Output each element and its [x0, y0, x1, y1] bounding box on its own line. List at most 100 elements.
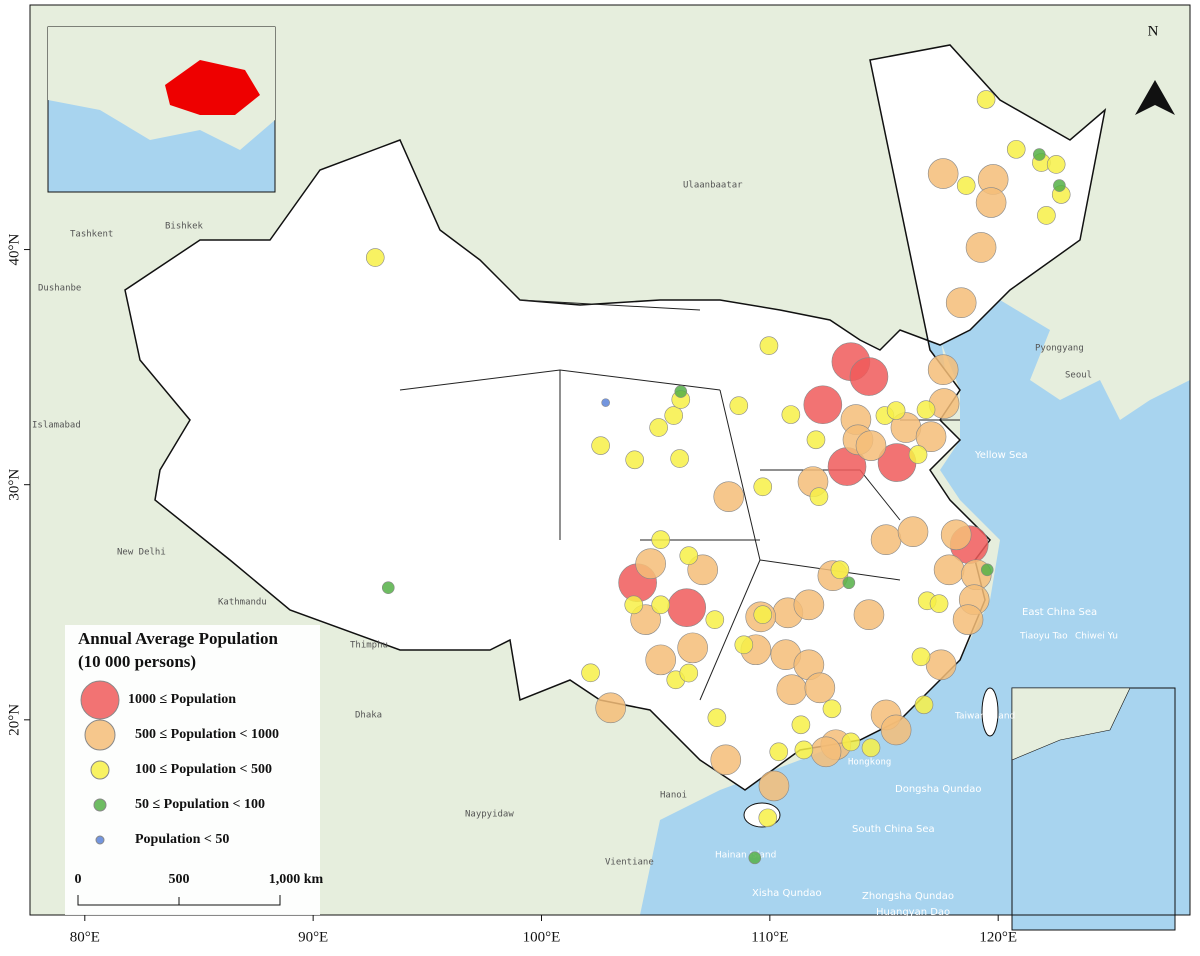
sea-label: Bo Hai — [898, 373, 931, 384]
inset-land — [48, 27, 275, 150]
place-label: Seoul — [1065, 371, 1092, 381]
x-tick-label: 90°E — [298, 929, 328, 945]
place-label: Hongkong — [848, 758, 891, 768]
place-label: Pyongyang — [1035, 344, 1084, 354]
population-point — [601, 398, 610, 407]
sea-label: Huangyan Dao — [876, 907, 950, 918]
population-point — [759, 336, 779, 356]
legend-swatch — [84, 719, 116, 751]
population-point — [855, 430, 887, 461]
legend-label: 500 ≤ Population < 1000 — [135, 727, 279, 742]
population-point — [365, 248, 385, 267]
population-point — [870, 524, 902, 556]
population-point — [1037, 206, 1056, 225]
population-point — [841, 732, 861, 752]
population-point — [886, 401, 906, 420]
y-tick-label: 20°N — [6, 704, 22, 736]
legend-swatch — [93, 798, 107, 812]
population-point — [776, 674, 808, 706]
population-point — [679, 663, 699, 683]
x-tick-label: 120°E — [979, 929, 1017, 945]
population-point — [734, 635, 754, 655]
population-point — [769, 742, 789, 762]
population-point — [929, 594, 949, 613]
scale-label: 500 — [169, 872, 190, 887]
population-point — [624, 595, 644, 615]
population-point — [965, 232, 997, 263]
population-point — [861, 738, 881, 758]
population-point — [667, 588, 707, 627]
place-label: Islamabad — [32, 421, 81, 431]
population-point — [670, 449, 689, 468]
x-tick-label: 80°E — [70, 929, 100, 945]
population-point — [729, 396, 749, 415]
legend-subtitle: (10 000 persons) — [78, 652, 196, 671]
place-label: Bishkek — [165, 222, 204, 232]
population-point — [914, 695, 934, 715]
population-point — [976, 90, 996, 109]
population-point — [794, 740, 814, 760]
map-frame — [29, 4, 1191, 916]
population-point — [822, 699, 842, 719]
population-point — [1053, 179, 1066, 192]
legend-swatch — [90, 760, 110, 780]
legend-label: 100 ≤ Population < 500 — [135, 762, 272, 777]
population-point — [853, 599, 885, 631]
population-point — [591, 436, 610, 455]
population-point — [1046, 155, 1066, 174]
place-label: Ulaanbaatar — [683, 181, 743, 191]
population-point — [651, 595, 670, 615]
population-point — [664, 406, 684, 425]
population-point — [713, 481, 745, 512]
population-point — [635, 548, 666, 579]
taiwan — [981, 687, 999, 737]
population-point — [897, 516, 929, 548]
population-point — [911, 647, 931, 667]
north-label: N — [1148, 23, 1159, 39]
place-label: Vientiane — [605, 858, 654, 868]
population-point — [677, 632, 708, 664]
legend-title: Annual Average Population — [78, 629, 278, 648]
population-point — [793, 589, 825, 621]
y-tick-label: 40°N — [6, 233, 22, 265]
place-label: New Delhi — [117, 548, 166, 558]
legend-label: 50 ≤ Population < 100 — [135, 797, 265, 812]
population-point — [849, 357, 889, 396]
north-arrow — [1135, 80, 1175, 115]
population-point — [880, 714, 912, 746]
population-point — [940, 519, 972, 551]
population-point — [674, 385, 688, 398]
population-point — [645, 644, 676, 676]
sea-label: Taiwan Island — [954, 712, 1015, 722]
legend-label: Population < 50 — [135, 832, 229, 847]
population-point — [705, 610, 725, 629]
place-label: Tashkent — [70, 230, 113, 240]
population-point — [1032, 148, 1046, 161]
population-point — [915, 421, 947, 453]
population-point — [748, 851, 762, 865]
population-point — [806, 430, 826, 450]
population-point — [1006, 140, 1026, 159]
sea-label: East China Sea — [1022, 607, 1097, 618]
inset-south-land — [1011, 687, 1131, 761]
legend-swatch — [95, 835, 105, 845]
sea-label: Dongsha Qundao — [895, 784, 982, 795]
population-point — [842, 576, 856, 590]
place-label: Kathmandu — [218, 598, 267, 608]
population-point — [980, 563, 994, 577]
legend-swatch — [80, 680, 120, 720]
population-point — [710, 744, 742, 776]
x-tick-label: 110°E — [751, 929, 788, 945]
scale-label: 0 — [75, 872, 82, 887]
population-point — [956, 176, 976, 195]
population-point — [649, 418, 668, 437]
population-point — [927, 158, 959, 189]
place-label: Thimphu — [350, 641, 388, 651]
population-point — [908, 445, 928, 464]
population-point — [810, 736, 842, 768]
inset-china — [165, 60, 260, 115]
population-point — [933, 554, 965, 586]
population-point — [381, 581, 395, 594]
y-tick-label: 30°N — [6, 469, 22, 501]
